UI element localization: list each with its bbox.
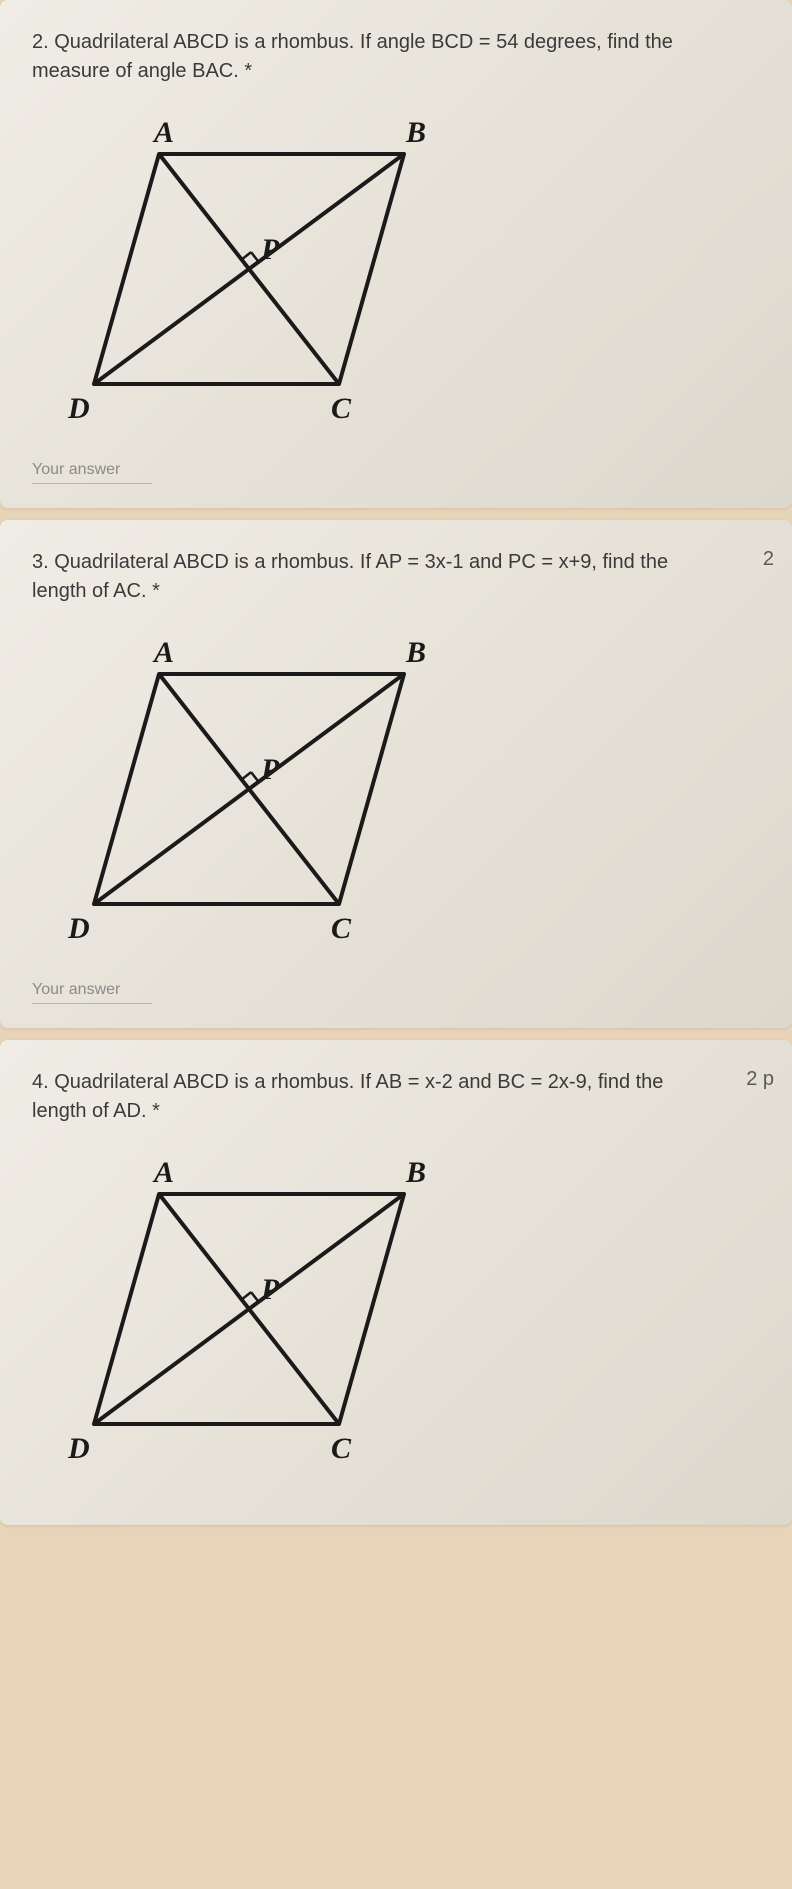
- question-card: 4. Quadrilateral ABCD is a rhombus. If A…: [0, 1040, 792, 1525]
- vertex-a-label: A: [152, 636, 174, 669]
- center-p-label: P: [260, 233, 280, 266]
- answer-input[interactable]: Your answer: [32, 981, 152, 1004]
- question-text: 2. Quadrilateral ABCD is a rhombus. If a…: [32, 28, 712, 86]
- rhombus-figure: A B C D P: [54, 1144, 760, 1479]
- question-text: 3. Quadrilateral ABCD is a rhombus. If A…: [32, 548, 712, 606]
- vertex-b-label: B: [405, 636, 426, 669]
- vertex-d-label: D: [67, 912, 90, 945]
- vertex-a-label: A: [152, 116, 174, 149]
- vertex-d-label: D: [67, 392, 90, 425]
- vertex-b-label: B: [405, 116, 426, 149]
- question-card: 3. Quadrilateral ABCD is a rhombus. If A…: [0, 520, 792, 1028]
- vertex-d-label: D: [67, 1432, 90, 1465]
- center-p-label: P: [260, 753, 280, 786]
- question-points: 2 p: [746, 1068, 774, 1091]
- vertex-b-label: B: [405, 1156, 426, 1189]
- vertex-c-label: C: [331, 392, 352, 425]
- question-text: 4. Quadrilateral ABCD is a rhombus. If A…: [32, 1068, 712, 1126]
- vertex-c-label: C: [331, 1432, 352, 1465]
- vertex-a-label: A: [152, 1156, 174, 1189]
- center-p-label: P: [260, 1273, 280, 1306]
- question-points: 2: [763, 548, 774, 571]
- rhombus-figure: A B C D P: [54, 624, 760, 959]
- question-card: 2. Quadrilateral ABCD is a rhombus. If a…: [0, 0, 792, 508]
- answer-input[interactable]: Your answer: [32, 461, 152, 484]
- rhombus-figure: A B C D P: [54, 104, 760, 439]
- vertex-c-label: C: [331, 912, 352, 945]
